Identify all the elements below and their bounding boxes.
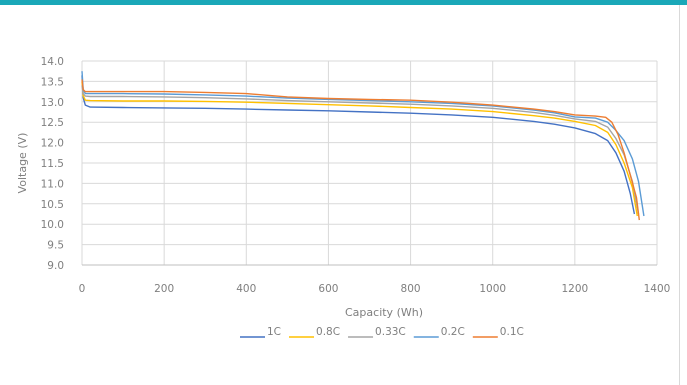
x-tick-label: 200 [154,283,174,295]
series-line-0-2c [81,71,645,217]
x-tick-label: 600 [318,283,338,295]
legend-label: 0.8C [316,326,340,338]
y-axis-title: Voltage (V) [16,133,29,194]
y-axis-ticks: 9.0 9.5 10.0 10.5 11.0 11.5 12.0 12.5 13.0 13.5 14… [41,56,64,272]
grid-lines [81,60,658,266]
series-lines [81,71,645,221]
y-tick-label: 10.0 [41,219,64,231]
y-tick-label: 14.0 [41,56,64,68]
right-border-line [679,5,680,385]
y-tick-label: 10.5 [41,199,64,211]
series-line-0-33c [81,85,640,215]
series-line-1c [81,75,636,215]
y-tick-label: 11.0 [41,178,64,190]
top-accent-bar [0,0,687,5]
x-axis-title: Capacity (Wh) [345,306,423,319]
y-tick-label: 12.5 [41,117,64,129]
legend: 1C 0.8C 0.33C 0.2C 0.1C [240,326,524,338]
x-tick-label: 1400 [644,283,671,295]
x-tick-label: 0 [79,283,86,295]
y-tick-label: 12.0 [41,138,64,150]
series-line-0-1c [81,79,640,221]
x-tick-label: 1200 [561,283,588,295]
y-tick-label: 13.0 [41,97,64,109]
y-tick-label: 13.5 [41,76,64,88]
legend-label: 1C [267,326,281,338]
x-tick-label: 800 [401,283,421,295]
y-tick-label: 9.0 [47,260,64,272]
y-tick-label: 9.5 [47,240,64,252]
legend-label: 0.1C [500,326,524,338]
x-tick-label: 1000 [479,283,506,295]
legend-label: 0.33C [375,326,406,338]
x-tick-label: 400 [236,283,256,295]
series-line-0-8c [81,81,638,217]
y-tick-label: 11.5 [41,158,64,170]
legend-label: 0.2C [441,326,465,338]
x-axis-ticks: 0 200 400 600 800 1000 1200 1400 [79,283,671,295]
